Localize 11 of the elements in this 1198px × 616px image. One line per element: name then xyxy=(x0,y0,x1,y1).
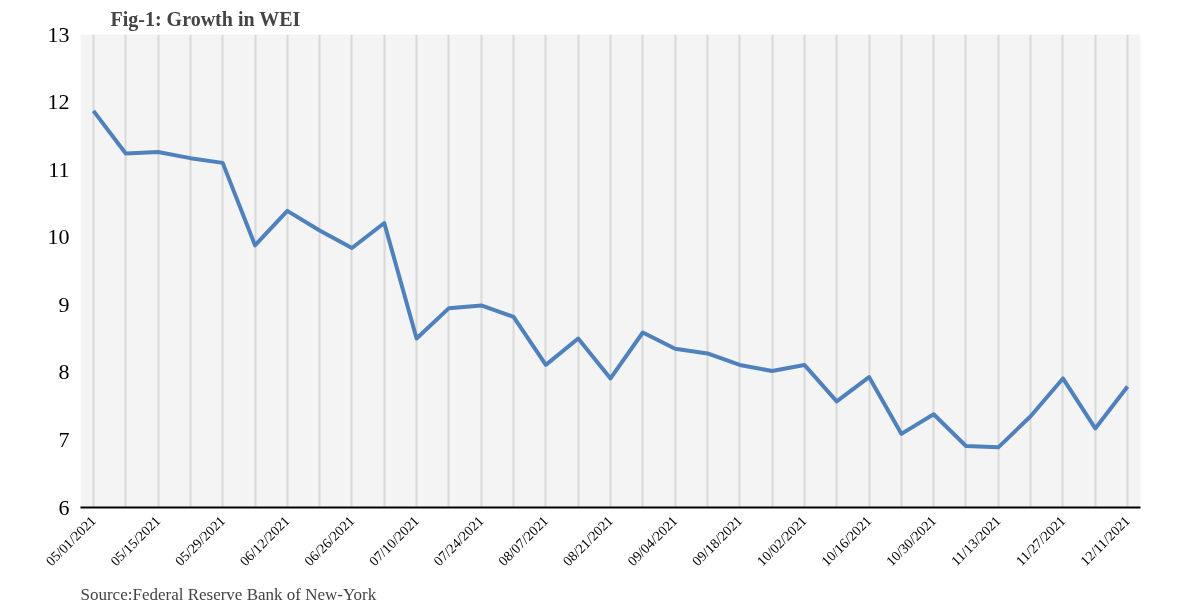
y-tick-label: 11 xyxy=(48,156,70,182)
y-tick-label: 8 xyxy=(58,359,70,385)
y-tick-label: 10 xyxy=(47,224,70,250)
source-note: Source:Federal Reserve Bank of New-York xyxy=(80,584,377,604)
y-tick-label: 13 xyxy=(47,21,70,47)
chart-title: Fig-1: Growth in WEI xyxy=(110,7,301,31)
line-series xyxy=(91,108,1130,450)
y-tick-label: 6 xyxy=(58,494,70,520)
y-tick-label: 7 xyxy=(58,426,70,452)
y-tick-label: 12 xyxy=(47,89,70,115)
y-tick-label: 9 xyxy=(58,291,70,317)
